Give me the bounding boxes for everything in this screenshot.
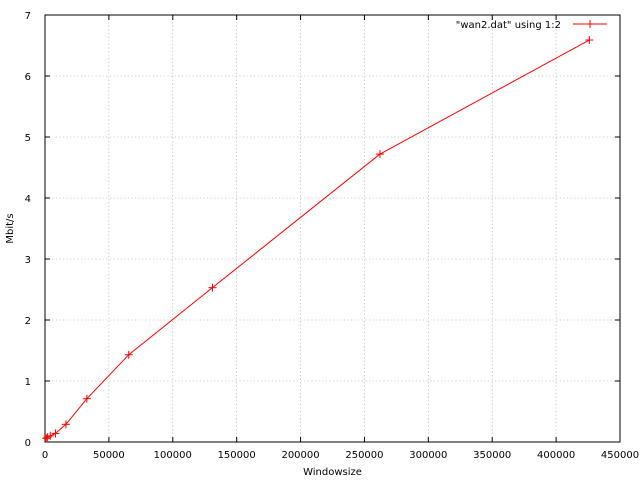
y-tick-label: 3 [25, 255, 31, 266]
x-tick-label: 50000 [93, 450, 125, 461]
legend-label: "wan2.dat" using 1:2 [456, 20, 561, 31]
data-point [61, 420, 70, 429]
x-tick-label: 450000 [601, 450, 639, 461]
y-tick-label: 2 [25, 316, 31, 327]
y-axis-title: Mbit/s [5, 213, 16, 243]
legend: "wan2.dat" using 1:2 [456, 20, 607, 31]
y-tick-label: 6 [25, 72, 31, 83]
legend-marker [586, 20, 594, 28]
x-tick-label: 400000 [537, 450, 575, 461]
x-tick-label: 350000 [473, 450, 511, 461]
x-tick-label: 150000 [218, 450, 256, 461]
data-point [46, 431, 55, 440]
x-tick-label: 100000 [154, 450, 192, 461]
grid [45, 15, 620, 442]
legend-point-marker [586, 20, 594, 28]
series-line [45, 39, 590, 439]
data-point [208, 283, 217, 292]
x-tick-label: 200000 [281, 450, 319, 461]
data-point [585, 36, 594, 45]
tick-labels: 0 50000 100000 150000 200000 250000 300000 3500… [25, 11, 639, 461]
x-tick-label: 250000 [345, 450, 383, 461]
x-tick-label: 300000 [409, 450, 447, 461]
y-tick-label: 4 [25, 194, 31, 205]
y-tick-label: 5 [25, 133, 31, 144]
axis-ticks [44, 14, 621, 443]
data-point [82, 394, 91, 403]
plot-frame [44, 14, 621, 443]
data-point [51, 429, 60, 438]
y-tick-label: 0 [25, 438, 31, 449]
y-tick-label: 1 [25, 377, 31, 388]
series-layer [42, 36, 594, 443]
data-point [124, 350, 133, 359]
x-axis-title: Windowsize [303, 467, 362, 478]
data-point [375, 150, 384, 159]
y-tick-label: 7 [25, 11, 31, 22]
x-tick-label: 0 [42, 450, 48, 461]
